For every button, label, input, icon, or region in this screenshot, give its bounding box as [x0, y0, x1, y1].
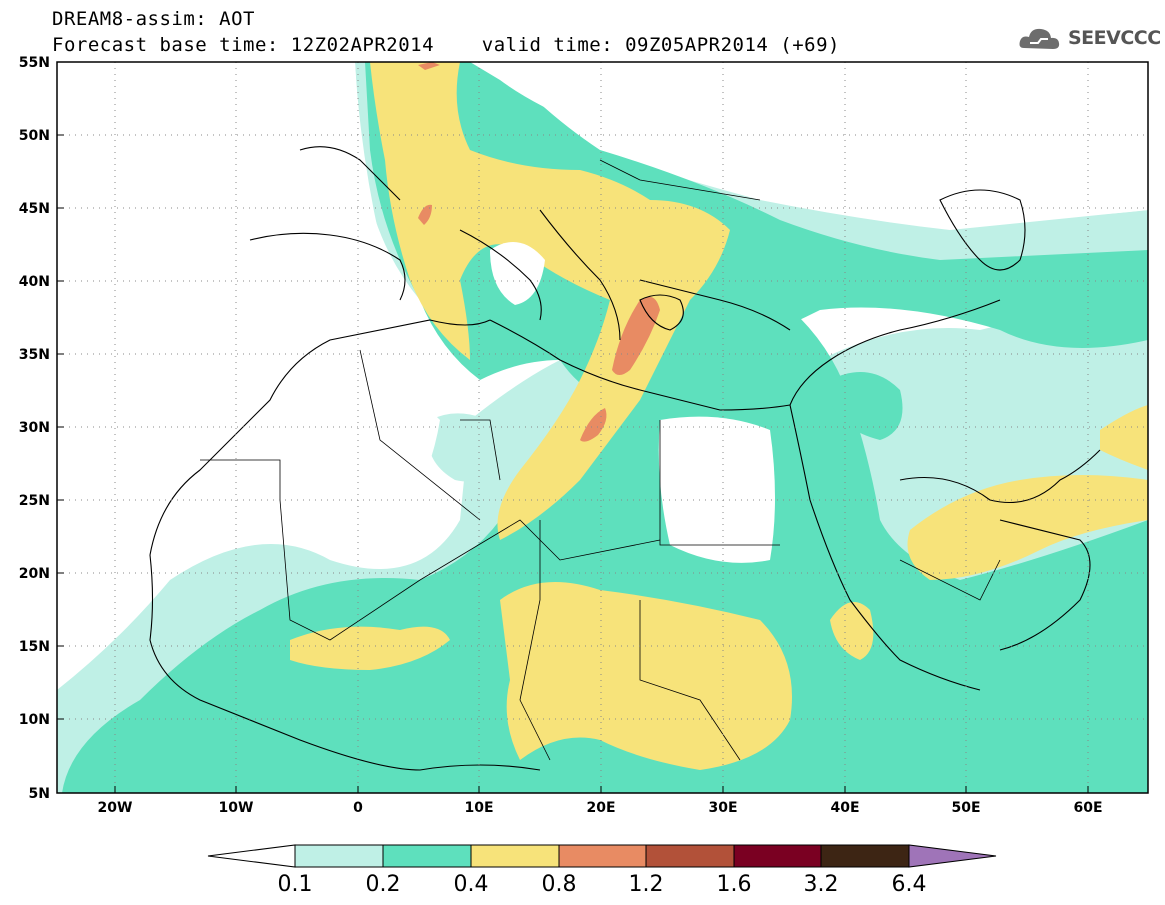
aot-level-0.2 [62, 62, 1148, 793]
lon-label: 10W [219, 800, 254, 816]
colorbar-label: 0.4 [453, 872, 489, 897]
lon-label: 40E [830, 800, 859, 816]
lat-label: 40N [19, 274, 50, 290]
colorbar-segment [470, 844, 560, 868]
colorbar-label: 3.2 [803, 872, 839, 897]
lon-label: 50E [951, 800, 980, 816]
colorbar [207, 844, 997, 868]
colorbar-segment [294, 844, 384, 868]
colorbar-segment [645, 844, 735, 868]
aot-level-0.8 [418, 62, 660, 442]
colorbar-label: 0.8 [541, 872, 577, 897]
axis-ticks [57, 61, 1089, 794]
colorbar-segment [820, 844, 910, 868]
aot-level-0.4 [290, 62, 1148, 770]
coastlines [149, 146, 1101, 771]
colorbar-label: 6.4 [891, 872, 927, 897]
lat-label: 5N [29, 786, 50, 802]
lat-label: 50N [19, 128, 50, 144]
colorbar-label: 0.1 [277, 872, 313, 897]
lon-label: 0 [353, 800, 363, 816]
lat-label: 15N [19, 639, 50, 655]
lat-label: 25N [19, 493, 50, 509]
lat-label: 20N [19, 566, 50, 582]
lon-label: 30E [708, 800, 737, 816]
lat-label: 35N [19, 347, 50, 363]
lon-label: 60E [1073, 800, 1102, 816]
colorbar-segment [558, 844, 647, 868]
colorbar-label: 1.2 [628, 872, 664, 897]
lat-label: 30N [19, 420, 50, 436]
colorbar-segment [382, 844, 472, 868]
colorbar-segment [733, 844, 822, 868]
aot-clear-areas [57, 62, 1148, 563]
colorbar-label: 1.6 [716, 872, 752, 897]
colorbar-arrow-low [207, 844, 296, 868]
latitude-labels: 55N 50N 45N 40N 35N 30N 25N 20N 15N 10N … [19, 55, 50, 802]
lat-label: 10N [19, 712, 50, 728]
country-borders [200, 159, 1001, 761]
colorbar-label: 0.2 [365, 872, 401, 897]
logo-text: SEEVCCC [1068, 27, 1161, 49]
lon-label: 20E [586, 800, 615, 816]
lat-label: 55N [19, 55, 50, 71]
lon-label: 20W [98, 800, 133, 816]
lon-label: 10E [464, 800, 493, 816]
colorbar-arrow-high [908, 844, 997, 868]
cloud-icon [1019, 28, 1060, 49]
forecast-time-label: Forecast base time: 12Z02APR2014 valid t… [52, 34, 840, 56]
lat-label: 45N [19, 201, 50, 217]
map-title: DREAM8-assim: AOT [52, 8, 255, 30]
longitude-labels: 20W 10W 0 10E 20E 30E 40E 50E 60E [98, 800, 1103, 816]
